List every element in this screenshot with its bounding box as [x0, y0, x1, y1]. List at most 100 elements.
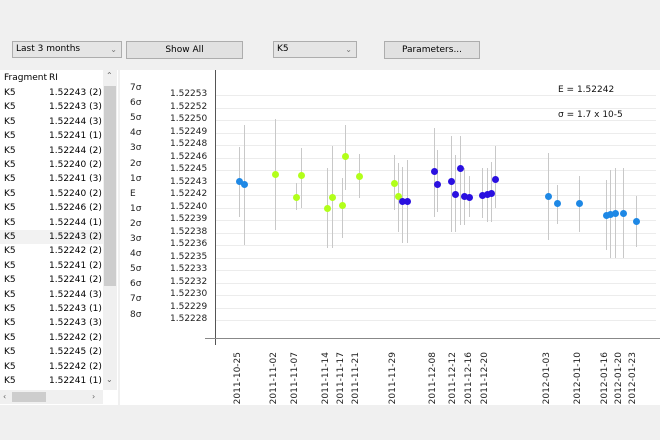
scroll-thumb[interactable] [104, 86, 116, 286]
list-item[interactable]: K5 1.52243 (2) [0, 86, 103, 100]
list-item[interactable]: K5 1.52241 (2) [0, 259, 103, 273]
list-item[interactable]: K5 1.52243 (3) [0, 316, 103, 330]
gridline [216, 132, 656, 134]
data-point[interactable] [293, 194, 300, 201]
data-point[interactable] [607, 211, 614, 218]
fragment-cell: K5 [4, 188, 16, 199]
data-point[interactable] [545, 193, 552, 200]
data-point[interactable] [431, 168, 438, 175]
data-point[interactable] [633, 218, 640, 225]
data-point[interactable] [612, 210, 619, 217]
fragment-cell: K5 [4, 246, 16, 257]
gridline [216, 120, 656, 121]
ri-cell: 1.52243 (3) [49, 102, 102, 113]
scroll-down-icon[interactable]: ⌄ [106, 375, 113, 384]
gridline [216, 107, 656, 109]
data-point[interactable] [457, 165, 464, 172]
list-item[interactable]: K5 1.52244 (3) [0, 288, 103, 302]
data-point[interactable] [391, 180, 398, 187]
list-item[interactable]: K5 1.52241 (2) [0, 273, 103, 287]
sigma-label: 3σ [130, 143, 142, 154]
data-point[interactable] [603, 212, 610, 219]
list-item[interactable]: K5 1.52242 (2) [0, 360, 103, 374]
x-tick-label: 2011-11-17 [336, 352, 346, 405]
list-item[interactable]: K5 1.52242 (2) [0, 331, 103, 345]
data-point[interactable] [620, 210, 627, 217]
data-point[interactable] [356, 173, 363, 180]
list-item[interactable]: K5 1.52244 (1) [0, 216, 103, 230]
show-all-button[interactable]: Show All [126, 41, 243, 59]
gridline [216, 270, 656, 271]
sigma-label: 7σ [130, 294, 142, 305]
data-point[interactable] [466, 194, 473, 201]
x-tick-label: 2011-11-14 [321, 352, 331, 405]
list-item[interactable]: K5 1.52245 (2) [0, 345, 103, 359]
data-point[interactable] [452, 191, 459, 198]
list-item[interactable]: K5 1.52243 (3) [0, 100, 103, 114]
horizontal-scrollbar[interactable]: ‹ › [0, 390, 103, 404]
x-tick-label: 2012-01-03 [542, 352, 552, 405]
data-point[interactable] [554, 200, 561, 207]
scroll-thumb[interactable] [12, 392, 46, 402]
fragment-list[interactable]: Fragment RI K5 1.52243 (2) K5 1.52243 (3) K5… [0, 70, 118, 405]
list-item[interactable]: K5 1.52241 (3) [0, 172, 103, 186]
data-point[interactable] [339, 202, 346, 209]
ri-cell: 1.52240 (2) [49, 188, 102, 199]
sigma-label: 5σ [130, 264, 142, 275]
list-item[interactable]: K5 1.52242 (2) [0, 244, 103, 258]
list-item[interactable]: K5 1.52244 (2) [0, 144, 103, 158]
period-dropdown[interactable]: Last 3 months ⌄ [12, 41, 122, 58]
vertical-scrollbar[interactable]: ⌃ ⌄ [103, 70, 117, 390]
data-point[interactable] [272, 171, 279, 178]
data-point[interactable] [479, 192, 486, 199]
data-point[interactable] [399, 198, 406, 205]
fragment-dropdown[interactable]: K5 ⌄ [273, 41, 357, 58]
list-item[interactable]: K5 1.52243 (1) [0, 302, 103, 316]
data-point[interactable] [404, 198, 411, 205]
data-point[interactable] [342, 153, 349, 160]
y-tick-label: 1.52243 [170, 176, 208, 187]
ri-cell: 1.52242 (2) [49, 361, 102, 372]
x-tick-label: 2012-01-20 [614, 352, 624, 405]
fragment-cell: K5 [4, 217, 16, 228]
sigma-label: 7σ [130, 83, 142, 93]
data-point[interactable] [329, 194, 336, 201]
sigma-label: 2σ [130, 158, 142, 169]
x-tick-label: 2011-10-25 [233, 352, 243, 405]
data-point[interactable] [241, 181, 248, 188]
list-item[interactable]: K5 1.52246 (2) [0, 201, 103, 215]
data-point[interactable] [324, 205, 331, 212]
data-point[interactable] [488, 190, 495, 197]
parameters-button[interactable]: Parameters... [384, 41, 480, 59]
data-point[interactable] [434, 181, 441, 188]
data-point[interactable] [461, 193, 468, 200]
list-item[interactable]: K5 1.52244 (3) [0, 115, 103, 129]
header-fragment[interactable]: Fragment [4, 73, 47, 83]
fragment-cell: K5 [4, 174, 16, 185]
data-point[interactable] [395, 193, 402, 200]
scroll-up-icon[interactable]: ⌃ [106, 71, 113, 80]
data-point[interactable] [236, 178, 243, 185]
mean-label: E = 1.52242 [558, 85, 615, 95]
data-point[interactable] [484, 191, 491, 198]
ri-cell: 1.52241 (3) [49, 174, 102, 185]
data-point[interactable] [298, 172, 305, 179]
list-item[interactable]: K5 1.52241 (1) [0, 374, 103, 388]
list-item[interactable]: K5 1.52243 (2) [0, 230, 103, 245]
gridline [216, 295, 656, 296]
list-item[interactable]: K5 1.52240 (2) [0, 158, 103, 172]
scroll-right-icon[interactable]: › [92, 392, 96, 401]
data-point[interactable] [448, 178, 455, 185]
ri-cell: 1.52242 (2) [49, 246, 102, 257]
list-item[interactable]: K5 1.52241 (1) [0, 129, 103, 143]
list-item[interactable]: K5 1.52240 (2) [0, 187, 103, 201]
data-point[interactable] [492, 176, 499, 183]
ri-chart: 7σ 6σ 5σ 4σ 3σ 2σ 1σ E 1σ 2σ 3σ 4σ 5σ 6σ 7σ 8σ 1.52253 1.… [120, 70, 660, 405]
scroll-left-icon[interactable]: ‹ [3, 392, 7, 401]
fragment-cell: K5 [4, 232, 16, 242]
data-point[interactable] [576, 200, 583, 207]
header-ri[interactable]: RI [49, 73, 58, 83]
ri-cell: 1.52245 (2) [49, 347, 102, 358]
error-bar [402, 167, 403, 243]
x-tick-label: 2011-11-21 [351, 352, 361, 405]
